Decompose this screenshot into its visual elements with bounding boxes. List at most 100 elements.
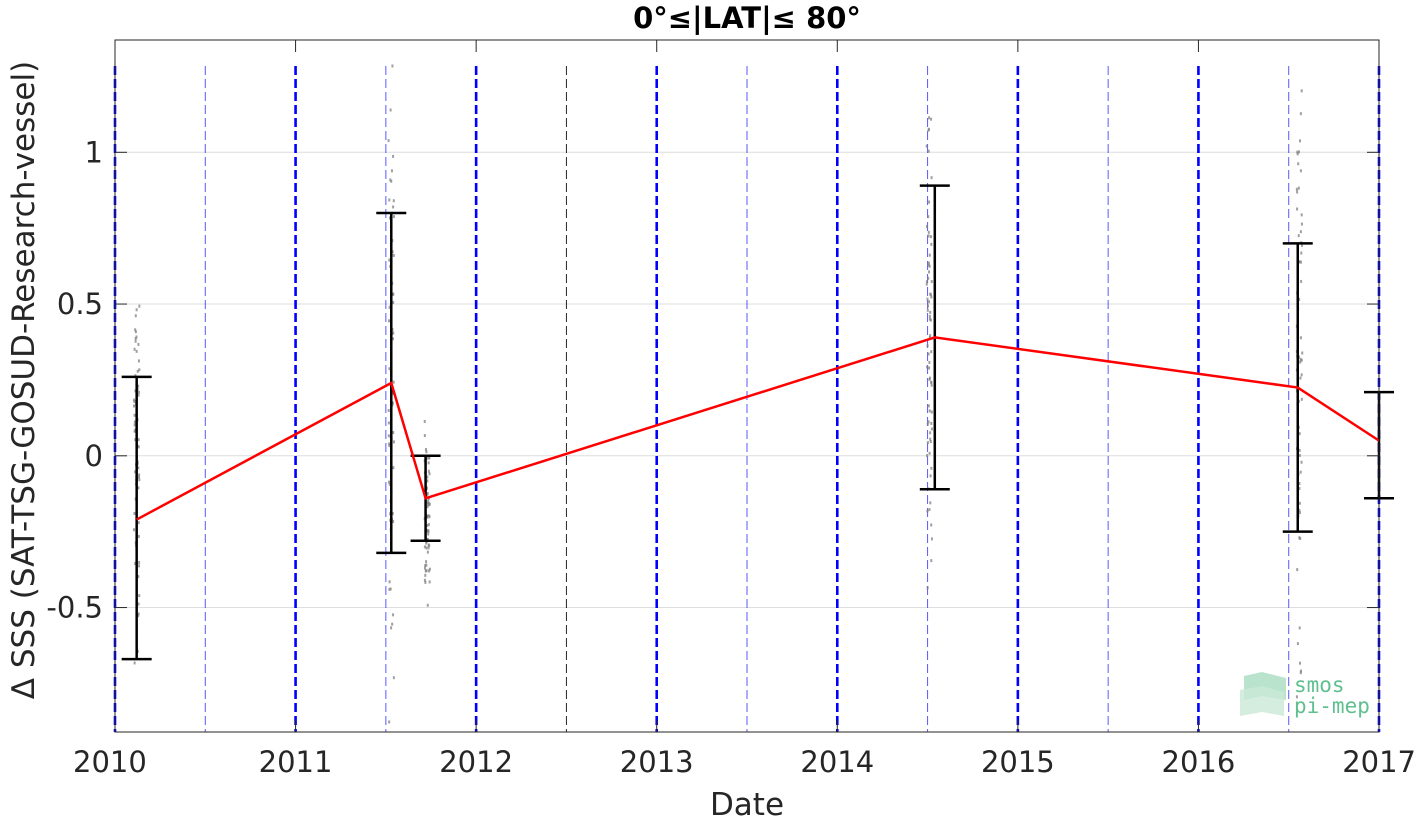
scatter-point [928, 377, 931, 381]
scatter-point [1300, 251, 1303, 255]
scatter-point [134, 561, 137, 565]
scatter-point [1298, 482, 1301, 486]
scatter-point [428, 472, 431, 476]
scatter-point [133, 398, 136, 402]
scatter-point [427, 543, 430, 547]
scatter-point [133, 661, 136, 665]
scatter-point [426, 523, 429, 527]
scatter-point [928, 335, 931, 339]
scatter-point [930, 383, 933, 387]
scatter-point [428, 580, 431, 584]
scatter-point [425, 541, 428, 545]
scatter-point [391, 401, 394, 405]
scatter-point [392, 215, 395, 219]
scatter-point [1298, 501, 1301, 505]
scatter-point [928, 366, 931, 370]
scatter-point [392, 154, 395, 158]
scatter-point [426, 505, 429, 509]
scatter-point [1299, 112, 1302, 116]
scatter-point [424, 447, 427, 451]
scatter-point [1301, 351, 1304, 355]
scatter-point [928, 200, 931, 204]
scatter-point [390, 626, 393, 630]
scatter-point [930, 280, 933, 284]
scatter-point [388, 482, 391, 486]
scatter-point [929, 437, 932, 441]
scatter-point [137, 445, 140, 449]
scatter-point [133, 347, 136, 351]
scatter-point [1299, 376, 1302, 380]
scatter-point [388, 367, 391, 371]
scatter-point [1296, 642, 1299, 646]
scatter-point [427, 529, 430, 533]
scatter-point [427, 469, 430, 473]
scatter-point [133, 420, 136, 424]
axis-ticks [114, 40, 1380, 732]
scatter-point [388, 258, 391, 262]
logo-text-pi-mep: pi-mep [1294, 694, 1370, 718]
scatter-point [930, 295, 933, 299]
scatter-point [387, 139, 390, 143]
scatter-point [390, 169, 393, 173]
scatter-point [426, 538, 429, 542]
mean-line [136, 336, 1380, 521]
scatter-point [133, 423, 136, 427]
x-tick-label-3: 2013 [620, 745, 694, 779]
scatter-point [1298, 260, 1301, 264]
scatter-point [424, 573, 427, 577]
scatter-point [388, 480, 391, 484]
scatter-point [926, 365, 929, 369]
scatter-point [929, 293, 932, 297]
scatter-point [928, 116, 931, 120]
scatter-point [388, 444, 391, 448]
scatter-point [423, 545, 426, 549]
scatter-point [392, 253, 395, 257]
mean-line-path [136, 336, 1380, 521]
scatter-point [137, 602, 140, 606]
axes-box [114, 39, 1380, 733]
scatter-point [1300, 260, 1303, 264]
scatter-point [137, 342, 140, 346]
scatter-point [138, 594, 141, 598]
smos-pi-mep-logo: smos pi-mep [1240, 672, 1370, 718]
scatter-point [424, 569, 427, 573]
scatter-point [392, 466, 395, 470]
scatter-point [392, 292, 395, 296]
scatter-point [133, 429, 136, 433]
scatter-point [927, 276, 930, 280]
scatter-point [135, 308, 138, 312]
scatter-point [926, 454, 929, 458]
scatter-point [133, 511, 136, 515]
scatter-point [1298, 355, 1301, 359]
scatter-point [387, 421, 390, 425]
scatter-point [426, 550, 429, 554]
scatter-point [1300, 358, 1303, 362]
scatter-point [392, 205, 395, 209]
scatter-point [137, 612, 140, 616]
scatter-point [1300, 243, 1303, 247]
scatter-point [927, 304, 930, 308]
scatter-point [927, 404, 930, 408]
scatter-point [1299, 336, 1302, 340]
scatter-point [928, 360, 931, 364]
scatter-point [135, 335, 138, 339]
y-tick-labels: -0.5 0 0.5 1 [46, 135, 103, 624]
scatter-point [928, 270, 931, 274]
scatter-point [930, 421, 933, 425]
scatter-point [392, 331, 395, 335]
scatter-point [1298, 297, 1301, 301]
scatter-point [1297, 186, 1300, 190]
scatter-point [1295, 695, 1298, 699]
scatter-point [137, 384, 140, 388]
scatter-point [927, 234, 930, 238]
logo-wave-shape-2 [1240, 686, 1284, 716]
scatter-point [928, 253, 931, 257]
scatter-point [137, 575, 140, 579]
scatter-point [1298, 139, 1301, 143]
scatter-point [427, 523, 430, 527]
scatter-point [388, 198, 391, 202]
scatter-point [1300, 397, 1303, 401]
scatter-point [1296, 568, 1299, 572]
scatter-point [428, 567, 431, 571]
